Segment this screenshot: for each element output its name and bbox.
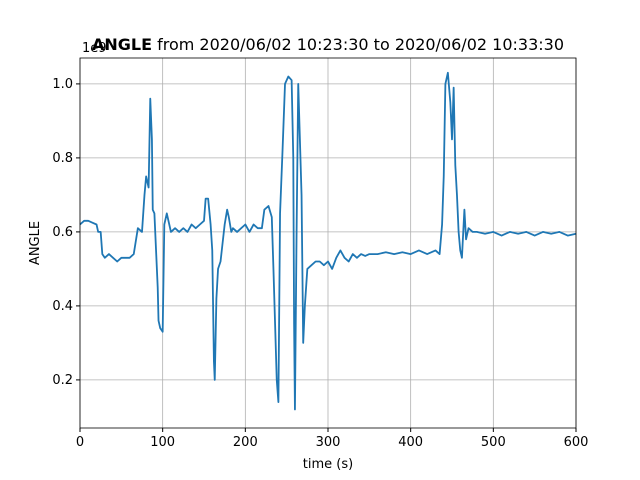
x-tick-label: 400 bbox=[398, 435, 423, 450]
y-offset-label: 1e9 bbox=[82, 41, 107, 56]
y-tick-label: 1.0 bbox=[52, 77, 73, 92]
y-axis-label: ANGLE bbox=[28, 221, 43, 265]
data-line bbox=[79, 71, 577, 411]
title-bold: ANGLE bbox=[92, 35, 152, 54]
plot-frame bbox=[79, 57, 577, 429]
y-tick-label: 0.4 bbox=[52, 299, 73, 314]
y-tick-label: 0.8 bbox=[52, 151, 73, 166]
x-tick-label: 200 bbox=[233, 435, 258, 450]
x-tick-label: 0 bbox=[76, 435, 84, 450]
y-tick-label: 0.6 bbox=[52, 225, 73, 240]
chart-title: ANGLE from 2020/06/02 10:23:30 to 2020/0… bbox=[92, 35, 564, 54]
x-axis-label: time (s) bbox=[303, 457, 353, 472]
title-rest: from 2020/06/02 10:23:30 to 2020/06/02 1… bbox=[157, 35, 564, 54]
x-tick-label: 100 bbox=[150, 435, 175, 450]
x-tick-label: 300 bbox=[316, 435, 341, 450]
x-tick-label: 500 bbox=[481, 435, 506, 450]
x-tick-label: 600 bbox=[564, 435, 589, 450]
y-tick-label: 0.2 bbox=[52, 373, 73, 388]
